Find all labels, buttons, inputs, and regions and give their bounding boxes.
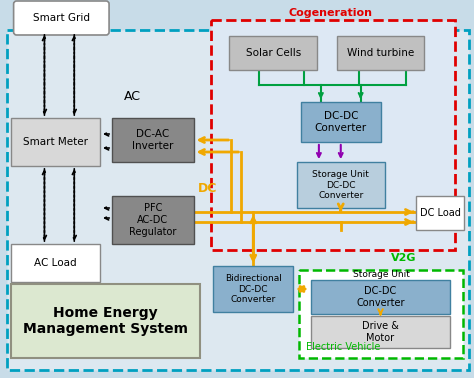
Bar bbox=[112, 196, 193, 244]
Bar bbox=[299, 270, 463, 358]
Text: Electric Vehicle: Electric Vehicle bbox=[306, 342, 380, 352]
Bar bbox=[297, 162, 384, 208]
Text: Cogeneration: Cogeneration bbox=[289, 8, 373, 18]
Bar bbox=[337, 36, 424, 70]
Bar bbox=[10, 118, 100, 166]
Text: DC-DC
Converter: DC-DC Converter bbox=[356, 286, 405, 308]
Text: Smart Grid: Smart Grid bbox=[33, 13, 90, 23]
Bar bbox=[213, 266, 293, 312]
Bar bbox=[112, 118, 193, 162]
Text: DC-AC
Inverter: DC-AC Inverter bbox=[132, 129, 173, 151]
Text: AC: AC bbox=[123, 90, 140, 102]
Text: Drive &
Motor: Drive & Motor bbox=[362, 321, 399, 343]
Text: Smart Meter: Smart Meter bbox=[23, 137, 88, 147]
Text: DC Load: DC Load bbox=[420, 208, 461, 218]
Bar bbox=[311, 280, 450, 314]
Text: DC: DC bbox=[198, 181, 217, 195]
Bar bbox=[229, 36, 317, 70]
Text: PFC
AC-DC
Regulator: PFC AC-DC Regulator bbox=[129, 203, 176, 237]
Bar bbox=[10, 244, 100, 282]
Bar bbox=[211, 20, 455, 250]
Bar bbox=[301, 102, 381, 142]
Text: DC-DC
Converter: DC-DC Converter bbox=[315, 111, 367, 133]
Text: Home Energy
Management System: Home Energy Management System bbox=[23, 306, 188, 336]
Bar bbox=[311, 316, 450, 348]
FancyBboxPatch shape bbox=[14, 1, 109, 35]
Text: Wind turbine: Wind turbine bbox=[347, 48, 414, 58]
Text: Storage Unit
DC-DC
Converter: Storage Unit DC-DC Converter bbox=[312, 170, 369, 200]
Bar bbox=[7, 30, 469, 370]
Text: AC Load: AC Load bbox=[34, 258, 77, 268]
Bar bbox=[416, 196, 464, 230]
Text: Solar Cells: Solar Cells bbox=[246, 48, 301, 58]
Text: V2G: V2G bbox=[391, 253, 416, 263]
Text: Storage Unit: Storage Unit bbox=[353, 270, 410, 279]
Text: Bidirectional
DC-DC
Converter: Bidirectional DC-DC Converter bbox=[225, 274, 282, 304]
Bar bbox=[10, 284, 200, 358]
